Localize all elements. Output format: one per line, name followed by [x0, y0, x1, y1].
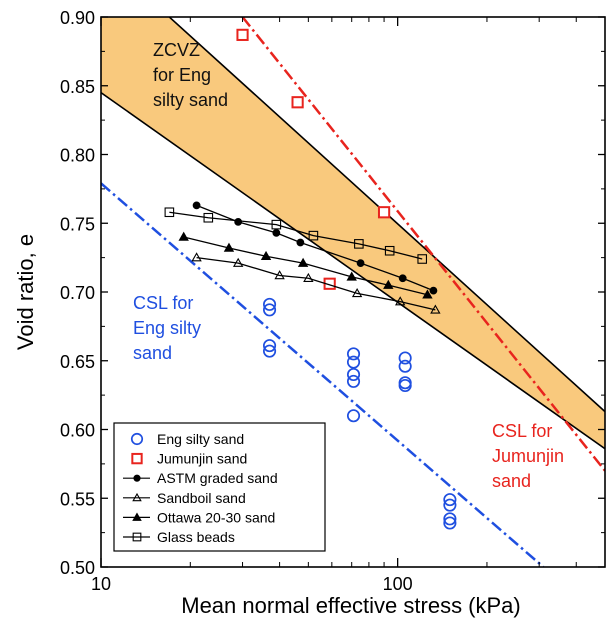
legend: Eng silty sand Jumunjin sand ASTM graded s…: [114, 423, 325, 551]
y-axis-label: Void ratio, e: [13, 234, 38, 350]
legend-label: ASTM graded sand: [157, 470, 278, 486]
data-point: [355, 240, 364, 249]
data-point: [379, 207, 389, 217]
data-point: [385, 247, 394, 256]
x-tick-label: 10: [91, 574, 111, 594]
y-tick-label: 0.60: [60, 421, 95, 441]
csl-eng-label-line-1: CSL for: [133, 293, 193, 313]
legend-label: Ottawa 20-30 sand: [157, 509, 275, 525]
csl-jumunjin-label-line-3: sand: [492, 471, 531, 491]
data-point: [165, 208, 174, 217]
y-tick-label: 0.50: [60, 558, 95, 578]
data-point: [357, 260, 364, 267]
data-point: [193, 202, 200, 209]
y-tick-label: 0.65: [60, 352, 95, 372]
zcvz-label-line-2: for Eng: [153, 65, 211, 85]
data-point: [309, 231, 318, 240]
data-point: [293, 97, 303, 107]
legend-marker: [134, 475, 140, 481]
data-point: [418, 255, 427, 264]
legend-marker: [133, 533, 141, 541]
data-point: [237, 30, 247, 40]
data-point: [235, 218, 242, 225]
y-tick-label: 0.55: [60, 489, 95, 509]
y-tick-label: 0.80: [60, 146, 95, 166]
csl-eng-label-line-3: sand: [133, 343, 172, 363]
legend-marker: [132, 454, 141, 463]
csl-eng-label-line-2: Eng silty: [133, 318, 201, 338]
y-tick-label: 0.75: [60, 214, 95, 234]
legend-label: Jumunjin sand: [157, 451, 247, 467]
x-axis-label: Mean normal effective stress (kPa): [181, 593, 521, 618]
y-tick-label: 0.85: [60, 77, 95, 97]
csl-jumunjin-label-line-2: Jumunjin: [492, 446, 564, 466]
legend-label: Glass beads: [157, 529, 235, 545]
data-point: [399, 275, 406, 282]
y-tick-label: 0.90: [60, 8, 95, 28]
zcvz-label-line-3: silty sand: [153, 90, 228, 110]
data-point: [297, 239, 304, 246]
data-point: [272, 220, 281, 229]
x-tick-label: 100: [383, 574, 413, 594]
zcvz-label-line-1: ZCVZ: [153, 40, 200, 60]
data-point: [273, 229, 280, 236]
y-tick-label: 0.70: [60, 283, 95, 303]
data-point: [430, 287, 437, 294]
csl-jumunjin-label-line-1: CSL for: [492, 421, 552, 441]
data-point: [204, 214, 213, 223]
legend-label: Sandboil sand: [157, 490, 246, 506]
legend-label: Eng silty sand: [157, 431, 244, 447]
